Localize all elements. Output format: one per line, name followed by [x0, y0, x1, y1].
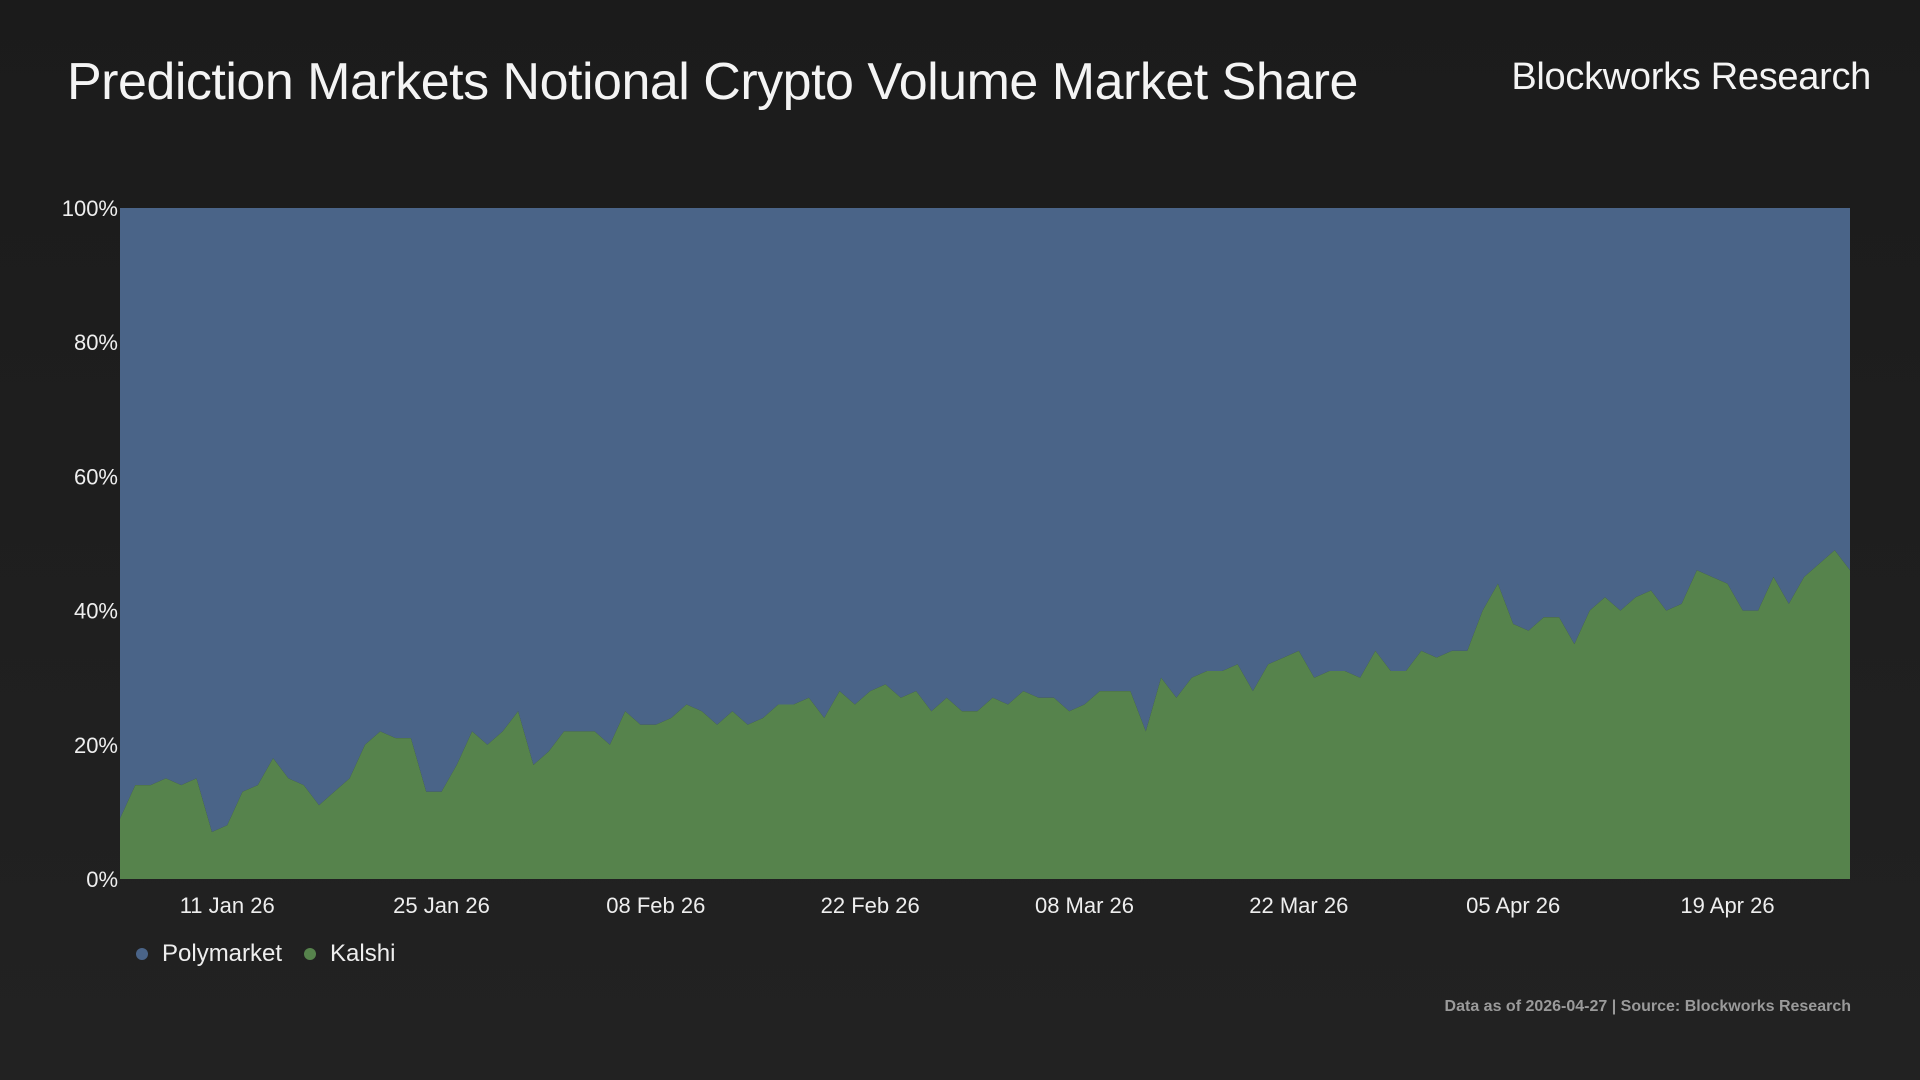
series-area-polymarket [120, 208, 1850, 832]
x-tick-label: 22 Mar 26 [1249, 893, 1348, 918]
x-tick-label: 11 Jan 26 [180, 893, 275, 918]
x-tick-label: 05 Apr 26 [1466, 893, 1560, 918]
legend-item-polymarket[interactable]: Polymarket [136, 940, 282, 968]
y-tick-label: 20% [74, 733, 118, 758]
x-tick-label: 08 Feb 26 [606, 893, 705, 918]
y-tick-label: 80% [74, 330, 118, 355]
y-tick-label: 0% [86, 867, 118, 892]
y-tick-label: 40% [74, 599, 118, 624]
x-tick-label: 19 Apr 26 [1680, 893, 1774, 918]
chart-legend: Polymarket Kalshi [136, 940, 395, 968]
legend-label-kalshi: Kalshi [330, 940, 396, 967]
y-tick-label: 60% [74, 464, 118, 489]
y-tick-label: 100% [62, 196, 118, 221]
x-tick-label: 25 Jan 26 [393, 893, 490, 918]
chart-title: Prediction Markets Notional Crypto Volum… [67, 53, 1358, 111]
legend-label-polymarket: Polymarket [162, 940, 283, 967]
legend-item-kalshi[interactable]: Kalshi [304, 940, 395, 968]
source-footnote: Data as of 2026-04-27 | Source: Blockwor… [1444, 998, 1851, 1015]
series-area-kalshi [120, 550, 1850, 879]
polymarket-swatch-icon [136, 948, 148, 960]
kalshi-swatch-icon [304, 948, 317, 960]
brand-logo-text: Blockworks Research [1511, 56, 1871, 98]
x-tick-label: 22 Feb 26 [821, 893, 920, 918]
x-tick-label: 08 Mar 26 [1035, 893, 1134, 918]
